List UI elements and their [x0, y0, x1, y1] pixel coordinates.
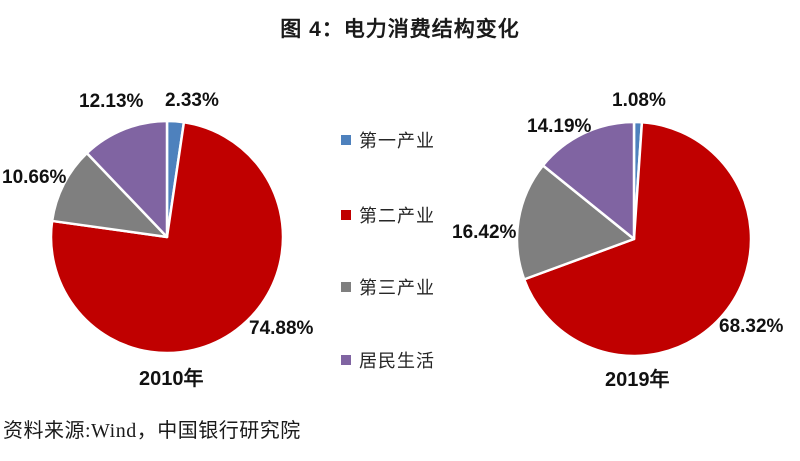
pie2010-label-secondary: 74.88% [249, 318, 314, 339]
pie2010-year-label: 2010年 [139, 368, 204, 390]
pie-slice-tertiary-industry [50, 151, 169, 239]
pie2019-label-primary: 1.08% [612, 90, 666, 111]
legend-swatch-secondary-industry [341, 210, 351, 220]
legend-swatch-residential-life [341, 355, 351, 365]
pie2019-label-residential: 14.19% [527, 116, 592, 137]
pie2019-label-secondary: 68.32% [719, 316, 784, 337]
pie2010-label-primary: 2.33% [165, 90, 219, 111]
pie-chart-2019 [515, 120, 753, 358]
legend-item-primary-industry: 第一产业 [341, 127, 435, 153]
pie2010-label-residential: 12.13% [79, 91, 144, 112]
legend-item-tertiary-industry: 第三产业 [341, 274, 435, 300]
pie2019-label-tertiary: 16.42% [452, 222, 517, 243]
legend-label-primary-industry: 第一产业 [359, 131, 435, 151]
legend-swatch-primary-industry [341, 135, 351, 145]
legend-label-residential-life: 居民生活 [359, 351, 435, 371]
legend-swatch-tertiary-industry [341, 282, 351, 292]
source-note: 资料来源:Wind，中国银行研究院 [3, 420, 301, 442]
pie-slice-residential-life [541, 120, 636, 241]
legend-item-residential-life: 居民生活 [341, 347, 435, 373]
figure-title: 图 4：电力消费结构变化 [280, 18, 520, 41]
legend-label-secondary-industry: 第二产业 [359, 206, 435, 226]
pie2019-year-label: 2019年 [605, 369, 670, 391]
pie2010-label-tertiary: 10.66% [2, 167, 67, 188]
legend-label-tertiary-industry: 第三产业 [359, 278, 435, 298]
pie-slice-residential-life [85, 119, 169, 239]
pie-slice-tertiary-industry [515, 164, 636, 281]
pie-chart-2010 [49, 119, 285, 355]
legend-item-secondary-industry: 第二产业 [341, 202, 435, 228]
pie-slice-secondary-industry [522, 121, 753, 358]
